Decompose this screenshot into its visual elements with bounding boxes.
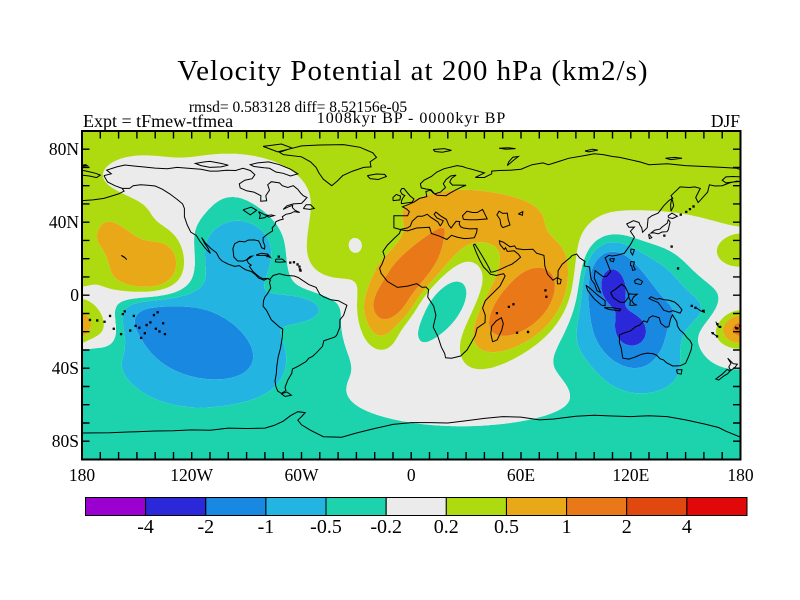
- svg-text:40N: 40N: [49, 212, 80, 232]
- svg-text:60E: 60E: [507, 465, 535, 485]
- svg-text:DJF: DJF: [711, 111, 740, 131]
- svg-text:120W: 120W: [170, 465, 213, 485]
- svg-text:4: 4: [682, 516, 692, 538]
- svg-text:-0.2: -0.2: [370, 516, 402, 538]
- svg-text:-2: -2: [197, 516, 214, 538]
- svg-text:40S: 40S: [52, 358, 79, 378]
- svg-text:rmsd= 0.583128 diff= 8.52156e-: rmsd= 0.583128 diff= 8.52156e-05: [189, 99, 407, 116]
- svg-text:-1: -1: [258, 516, 275, 538]
- svg-text:0.2: 0.2: [434, 516, 459, 538]
- svg-text:-0.5: -0.5: [310, 516, 342, 538]
- svg-text:Expt = tFmew-tfmea: Expt = tFmew-tfmea: [83, 111, 233, 131]
- svg-text:0.5: 0.5: [494, 516, 519, 538]
- svg-text:60W: 60W: [284, 465, 319, 485]
- svg-text:0: 0: [407, 465, 416, 485]
- svg-text:0: 0: [70, 285, 79, 305]
- svg-text:-4: -4: [137, 516, 154, 538]
- svg-text:180: 180: [69, 465, 96, 485]
- svg-text:120E: 120E: [612, 465, 649, 485]
- svg-text:2: 2: [622, 516, 632, 538]
- svg-text:1: 1: [562, 516, 572, 538]
- svg-text:180: 180: [727, 465, 754, 485]
- svg-text:1008kyr BP - 0000kyr BP: 1008kyr BP - 0000kyr BP: [317, 110, 507, 127]
- svg-text:80S: 80S: [52, 431, 79, 451]
- svg-text:80N: 80N: [49, 139, 80, 159]
- svg-text:Velocity Potential at 200 hPa: Velocity Potential at 200 hPa (km2/s): [177, 55, 648, 87]
